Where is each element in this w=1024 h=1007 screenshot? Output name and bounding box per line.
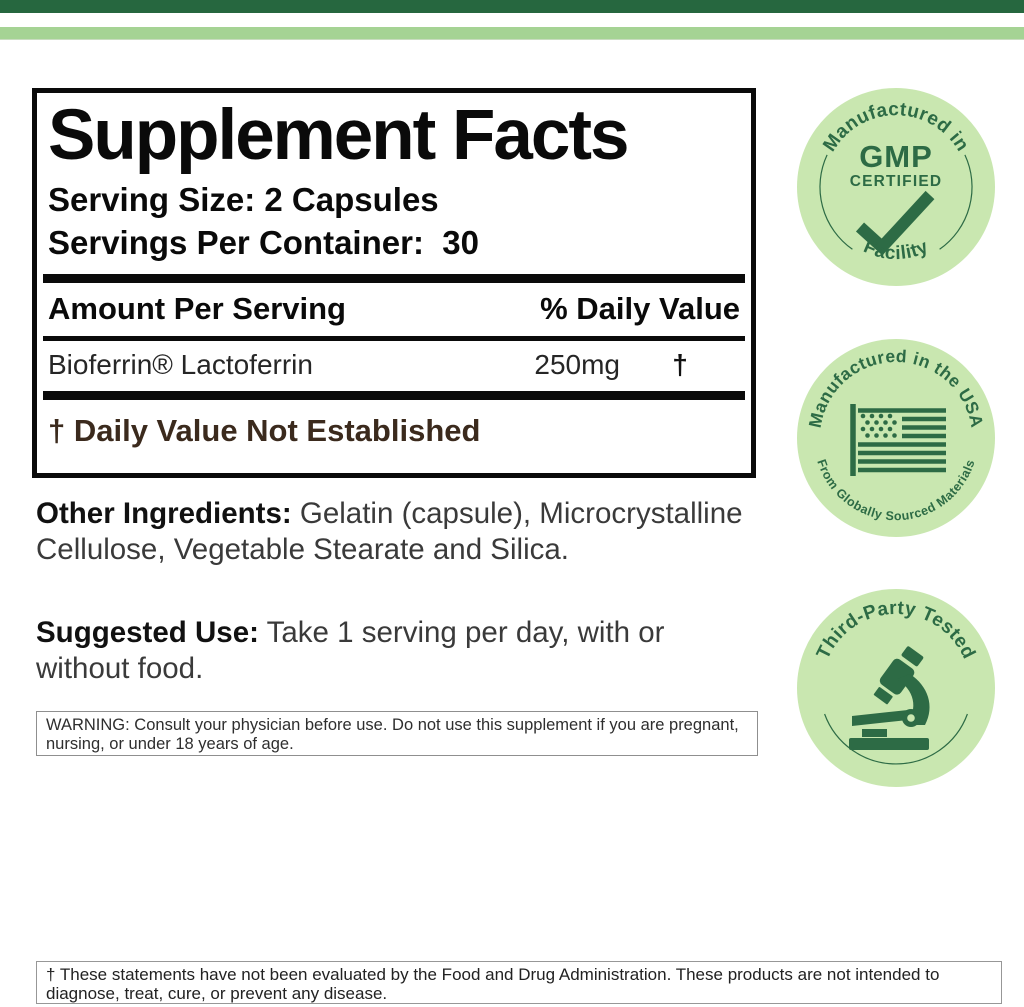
ingredient-amount: 250mg	[534, 349, 620, 381]
microscope-icon	[849, 646, 930, 750]
light-green-bar	[0, 27, 1024, 40]
supplement-facts-title: Supplement Facts	[48, 96, 630, 175]
made-in-usa-badge: Manufactured in the USA From Globally So…	[796, 338, 996, 538]
other-ingredients-text: Gelatin (capsule), Microcrystalline Cell…	[36, 497, 743, 566]
supplement-facts-panel: Supplement Facts Serving Size: 2 Capsule…	[32, 88, 756, 478]
divider-thick	[43, 391, 745, 401]
certified-text: CERTIFIED	[850, 173, 943, 190]
suggested-use-label: Suggested Use:	[36, 616, 259, 649]
gmp-certified-badge: Manufactured in GMP CERTIFIED Facility	[796, 87, 996, 287]
divider-thick	[43, 274, 745, 284]
facts-header-row: Amount Per Serving % Daily Value	[48, 283, 740, 336]
divider-mid	[43, 336, 745, 342]
ingredient-row: Bioferrin® Lactoferrin 250mg †	[48, 341, 740, 391]
top-green-bar	[0, 0, 1024, 13]
flag-stars	[860, 413, 897, 438]
daily-value-footnote: † Daily Value Not Established	[48, 413, 481, 449]
usa-flag-icon	[850, 404, 946, 476]
gmp-text: GMP	[859, 139, 933, 174]
daily-value-header: % Daily Value	[540, 291, 740, 327]
other-ingredients-label: Other Ingredients:	[36, 497, 292, 530]
badge-circle	[797, 88, 995, 286]
third-party-tested-badge: Third-Party Tested	[796, 588, 996, 788]
warning-box: WARNING: Consult your physician before u…	[36, 711, 758, 756]
suggested-use-text: Take 1 serving per day, with or without …	[36, 616, 665, 685]
other-ingredients-paragraph: Other Ingredients: Gelatin (capsule), Mi…	[36, 496, 748, 568]
servings-per-container: Servings Per Container: 30	[48, 224, 479, 262]
ingredient-daily-value: †	[672, 349, 688, 381]
fda-disclaimer-box: † These statements have not been evaluat…	[36, 961, 1002, 1004]
thin-arc-bottom	[824, 713, 968, 765]
serving-size: Serving Size: 2 Capsules	[48, 181, 439, 219]
thin-arc-left	[819, 154, 853, 250]
ingredient-name: Bioferrin® Lactoferrin	[48, 349, 313, 381]
thin-arc-right	[939, 154, 973, 250]
suggested-use-paragraph: Suggested Use: Take 1 serving per day, w…	[36, 615, 748, 687]
amount-per-serving-header: Amount Per Serving	[48, 291, 346, 327]
badge-circle	[797, 339, 995, 537]
checkmark-icon	[855, 190, 935, 256]
